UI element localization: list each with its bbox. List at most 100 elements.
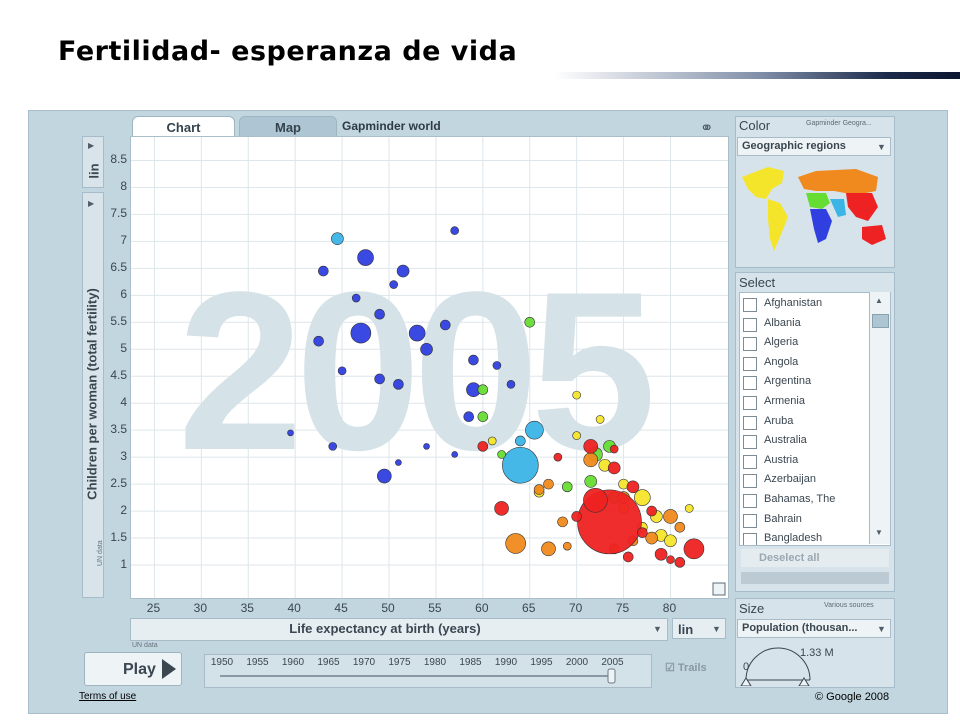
scroll-thumb[interactable]: [872, 314, 889, 328]
size-max-handle[interactable]: [798, 677, 810, 686]
data-point: [524, 317, 536, 328]
x-tick-label: 40: [287, 601, 301, 615]
y-scale-selector[interactable]: lin: [82, 136, 104, 188]
size-max-label: 1.33 M: [800, 647, 834, 659]
slide-title: Fertilidad- esperanza de vida: [58, 36, 518, 67]
scroll-up-icon[interactable]: ▲: [875, 296, 883, 305]
data-point: [389, 280, 398, 289]
country-checkbox[interactable]: [743, 494, 757, 508]
country-checkbox[interactable]: [743, 513, 757, 528]
data-point: [533, 484, 545, 495]
data-point: [557, 516, 568, 528]
country-list-scrollbar[interactable]: ▲ ▼: [869, 292, 890, 544]
y-tick-label: 6.5: [110, 260, 127, 275]
data-point: [674, 521, 686, 533]
data-point: [666, 555, 675, 564]
size-panel-title: Size: [739, 601, 765, 616]
data-point: [645, 531, 659, 545]
x-tick-label: 80: [662, 601, 677, 615]
country-checkbox[interactable]: [743, 376, 757, 391]
country-checkbox[interactable]: [743, 356, 757, 371]
data-point: [337, 366, 347, 376]
x-scale-dropdown-icon: ▼: [712, 624, 721, 634]
data-point: [313, 335, 324, 347]
data-point: [328, 442, 338, 451]
country-checkbox[interactable]: [743, 533, 757, 545]
data-point: [506, 380, 516, 389]
data-point: [420, 342, 433, 356]
timeline-year-label: 2005: [601, 657, 624, 668]
data-point: [583, 452, 599, 468]
country-label: Albania: [764, 316, 801, 329]
y-source-note: UN data: [97, 540, 104, 566]
trails-label: Trails: [677, 662, 707, 674]
color-panel-title: Color: [739, 118, 771, 133]
data-point: [572, 431, 581, 440]
country-label: Armenia: [764, 395, 805, 407]
color-dropdown-icon: ▼: [877, 142, 886, 152]
y-tick-label: 5: [120, 341, 127, 356]
size-legend-arc: [745, 647, 811, 681]
data-point: [374, 308, 385, 320]
play-button[interactable]: Play: [84, 652, 182, 686]
timeline-year-label: 1970: [352, 657, 376, 668]
data-point: [607, 461, 621, 475]
timeline-slider[interactable]: [204, 654, 652, 688]
data-point: [374, 373, 385, 385]
country-checkbox[interactable]: [743, 454, 757, 469]
x-scale-label: lin: [678, 622, 694, 637]
data-point: [584, 475, 598, 488]
map-americas-south: [768, 199, 788, 251]
timeline-year-label: 1985: [459, 657, 482, 668]
country-checkbox[interactable]: [743, 415, 757, 430]
data-point: [572, 390, 581, 400]
terms-of-use-link[interactable]: Terms of use: [79, 691, 137, 702]
tab-map[interactable]: Map: [239, 116, 337, 138]
map-africa: [810, 209, 832, 243]
y-tick-label: 4.5: [110, 368, 127, 383]
trails-toggle[interactable]: ☑ Trails: [665, 662, 707, 674]
x-scale-selector[interactable]: lin: [672, 618, 726, 639]
country-list: Afghanistan Albania Algeria Angola Argentina…: [739, 292, 891, 546]
timeline-handle[interactable]: [607, 668, 616, 684]
size-min-handle[interactable]: [740, 677, 752, 686]
timeline-year-label: 1960: [281, 657, 305, 668]
country-checkbox[interactable]: [743, 298, 757, 312]
year-watermark: 2005: [178, 244, 651, 497]
deselect-all-button[interactable]: Deselect all: [741, 549, 889, 567]
data-point: [505, 533, 526, 554]
data-point: [451, 451, 458, 458]
data-point: [477, 411, 489, 422]
color-dropdown-value: Geographic regions: [742, 140, 846, 152]
y-axis-selector[interactable]: [82, 192, 104, 598]
country-checkbox[interactable]: [743, 337, 757, 352]
color-dropdown[interactable]: Geographic regions: [737, 137, 891, 156]
tab-chart[interactable]: Chart: [132, 116, 235, 138]
data-point: [543, 478, 554, 490]
x-axis-selector[interactable]: [130, 618, 668, 641]
country-checkbox[interactable]: [743, 435, 757, 450]
scroll-down-icon[interactable]: ▼: [875, 528, 883, 537]
country-checkbox[interactable]: [743, 474, 757, 489]
plot-area: 2005: [130, 136, 729, 599]
x-tick-label: 75: [615, 601, 630, 615]
timeline-year-label: 1955: [246, 657, 269, 668]
data-point: [571, 511, 582, 522]
gapminder-world-title: Gapminder world: [342, 119, 441, 133]
country-label: Algeria: [764, 336, 799, 349]
x-axis-label: Life expectancy at birth (years): [289, 621, 481, 636]
link-icon[interactable]: ⚭: [700, 120, 714, 137]
color-source: Gapminder Geogra...: [806, 120, 872, 127]
country-label: Azerbaijan: [764, 473, 816, 486]
data-point: [351, 293, 361, 303]
data-point: [553, 452, 563, 462]
country-checkbox[interactable]: [743, 396, 757, 410]
size-dropdown[interactable]: Population (thousan...: [737, 619, 891, 638]
x-tick-label: 50: [381, 601, 395, 615]
scatter-chart: 2005: [131, 137, 728, 598]
world-map-legend: [742, 167, 886, 251]
country-label: Austria: [764, 453, 799, 466]
country-checkbox[interactable]: [743, 317, 757, 332]
x-tick-label: 45: [334, 601, 348, 615]
y-tick-label: 1.5: [110, 530, 127, 545]
